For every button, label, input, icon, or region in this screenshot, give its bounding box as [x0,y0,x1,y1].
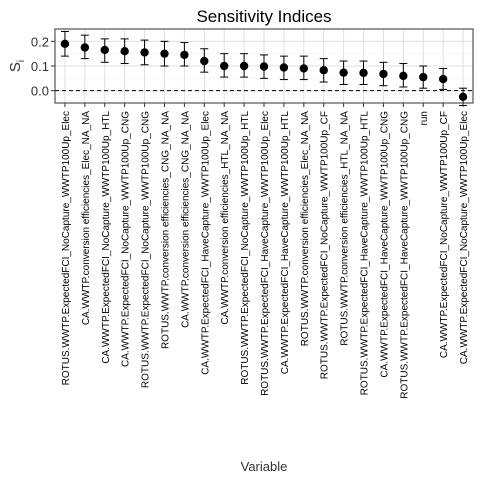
x-category-label: ROTUS.WWTP.ExpectedFCI_HaveCapture_WWTP1… [360,111,371,396]
x-category-label: ROTUS.WWTP.conversion efficiencies_CNG_N… [160,111,171,349]
x-category-label: ROTUS.WWTP.ExpectedFCI_NoCapture_WWTP100… [240,111,251,385]
x-category-label: ROTUS.WWTP.conversion efficiencies_HTL_N… [340,111,351,346]
x-axis-ticks [64,103,464,107]
x-category-label: ROTUS.WWTP.ExpectedFCI_NoCapture_WWTP100… [320,111,331,379]
x-category-label: CA.WWTP.ExpectedFCI_HaveCapture_WWTP100U… [379,111,390,378]
chart-title: Sensitivity Indices [196,7,331,26]
y-axis-ticks: 0.0 0.1 0.2 [31,34,55,99]
data-point [140,48,149,57]
x-category-label: CA.WWTP.ExpectedFCI_NoCapture_WWTP100Up_… [459,111,470,364]
data-point [180,50,189,60]
x-axis-title: Variable [241,459,288,474]
x-category-label: CA.WWTP.ExpectedFCI_NoCapture_WWTP100Up_… [101,111,112,364]
x-category-label: ROTUS.WWTP.ExpectedFCI_NoCapture_WWTP100… [61,111,72,385]
plot-panel: 0.0 0.1 0.2 [31,28,474,106]
data-point [458,92,468,102]
data-point [319,65,328,75]
data-point [239,61,249,71]
data-point [120,47,129,56]
data-point [339,68,348,77]
x-category-label: ROTUS.WWTP.ExpectedFCI_HaveCapture_WWTP1… [260,111,271,396]
data-point [259,62,269,71]
x-category-label: ROTUS.WWTP.ExpectedFCI_HaveCapture_WWTP1… [399,111,410,399]
data-point [80,43,90,52]
data-point [160,49,169,58]
data-point [379,69,388,79]
y-axis-title: Si [7,60,27,72]
x-category-label: ROTUS.WWTP.ExpectedFCI_NoCapture_WWTP100… [141,111,152,388]
x-category-label: CA.WWTP.conversion efficiencies_Elec_NA_… [81,111,92,325]
y-axis-title-main: S [7,62,24,72]
data-point [200,56,209,66]
data-point [219,61,229,71]
data-point [299,64,309,73]
x-category-label: CA.WWTP.ExpectedFCI_HaveCapture_WWTP100U… [280,111,291,375]
x-category-label: CA.WWTP.ExpectedFCI_NoCapture_WWTP100Up_… [121,111,132,367]
x-category-label: CA.WWTP.ExpectedFCI_HaveCapture_WWTP100U… [200,111,211,375]
x-category-label: run [419,111,430,125]
data-points [60,39,468,102]
data-point [399,71,408,81]
x-category-label: CA.WWTP.conversion efficiencies_HTL_NA_N… [220,111,231,325]
data-point [279,63,289,72]
data-point [359,68,368,78]
x-category-label: CA.WWTP.ExpectedFCI_NoCapture_WWTP100Up_… [439,111,450,358]
x-axis-category-labels: ROTUS.WWTP.ExpectedFCI_NoCapture_WWTP100… [61,111,470,399]
y-axis-title-subscript: i [16,60,27,62]
y-tick-label: 0.0 [31,84,49,99]
error-bars [60,30,468,106]
y-tick-label: 0.2 [31,34,49,49]
x-category-label: CA.WWTP.conversion efficiencies_CNG_NA_N… [180,111,191,328]
data-point [100,45,109,55]
data-point [438,74,448,84]
y-tick-label: 0.1 [31,59,49,74]
x-category-label: ROTUS.WWTP.conversion efficiencies_Elec_… [300,111,311,347]
data-point [419,72,428,82]
data-point [60,39,70,48]
